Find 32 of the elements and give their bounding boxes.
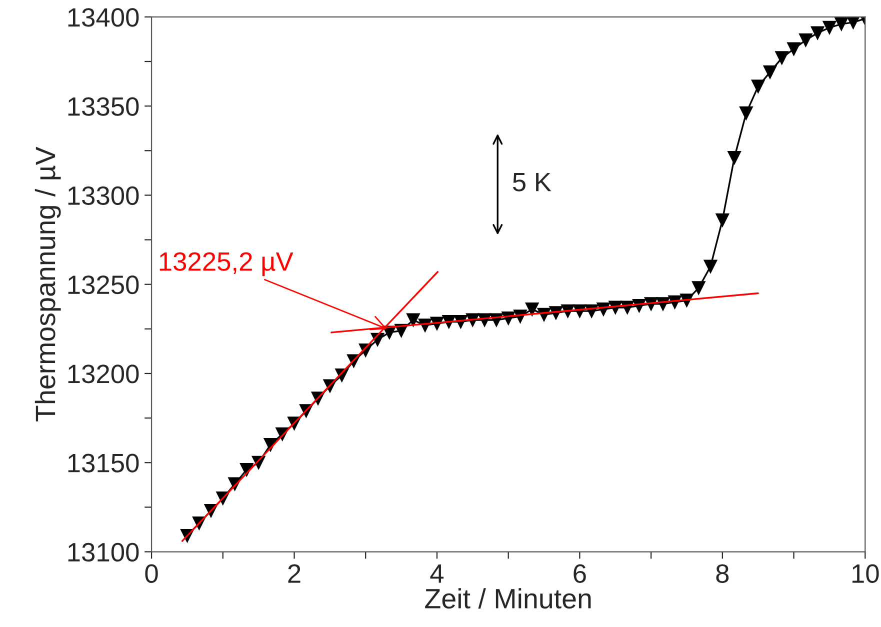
x-tick-label: 10 (852, 564, 879, 583)
point (798, 33, 812, 47)
x-tick-label: 4 (430, 564, 444, 583)
point (810, 26, 824, 40)
y-tick-label: 13100 (68, 542, 139, 562)
x-tick-label: 0 (145, 564, 158, 583)
annotation: 13225,2 µV (160, 252, 294, 276)
y-tick-label: 13150 (68, 454, 139, 472)
x-tick-label: 2 (288, 564, 300, 583)
y-tick-label: 13350 (68, 97, 139, 116)
point (763, 65, 777, 79)
point (834, 17, 848, 31)
y-axis-title: Thermospannung / µV (34, 146, 61, 422)
point (775, 51, 789, 65)
y-tick-label: 13300 (68, 186, 139, 206)
point (406, 313, 420, 327)
y-tick-label: 13200 (68, 364, 139, 384)
x-tick-label: 6 (574, 564, 586, 583)
point (692, 281, 706, 295)
x-tick-label: 8 (716, 564, 729, 583)
point (751, 80, 765, 94)
annotation: 5 K (512, 173, 552, 192)
y-tick-label: 13250 (68, 275, 139, 294)
point (787, 42, 801, 56)
point (822, 20, 836, 34)
x-axis-title: Zeit / Minuten (425, 588, 591, 609)
point (716, 213, 730, 227)
point (728, 151, 742, 165)
point (525, 302, 539, 316)
point (739, 106, 753, 120)
point (704, 260, 718, 274)
y-tick-label: 13400 (68, 8, 139, 27)
